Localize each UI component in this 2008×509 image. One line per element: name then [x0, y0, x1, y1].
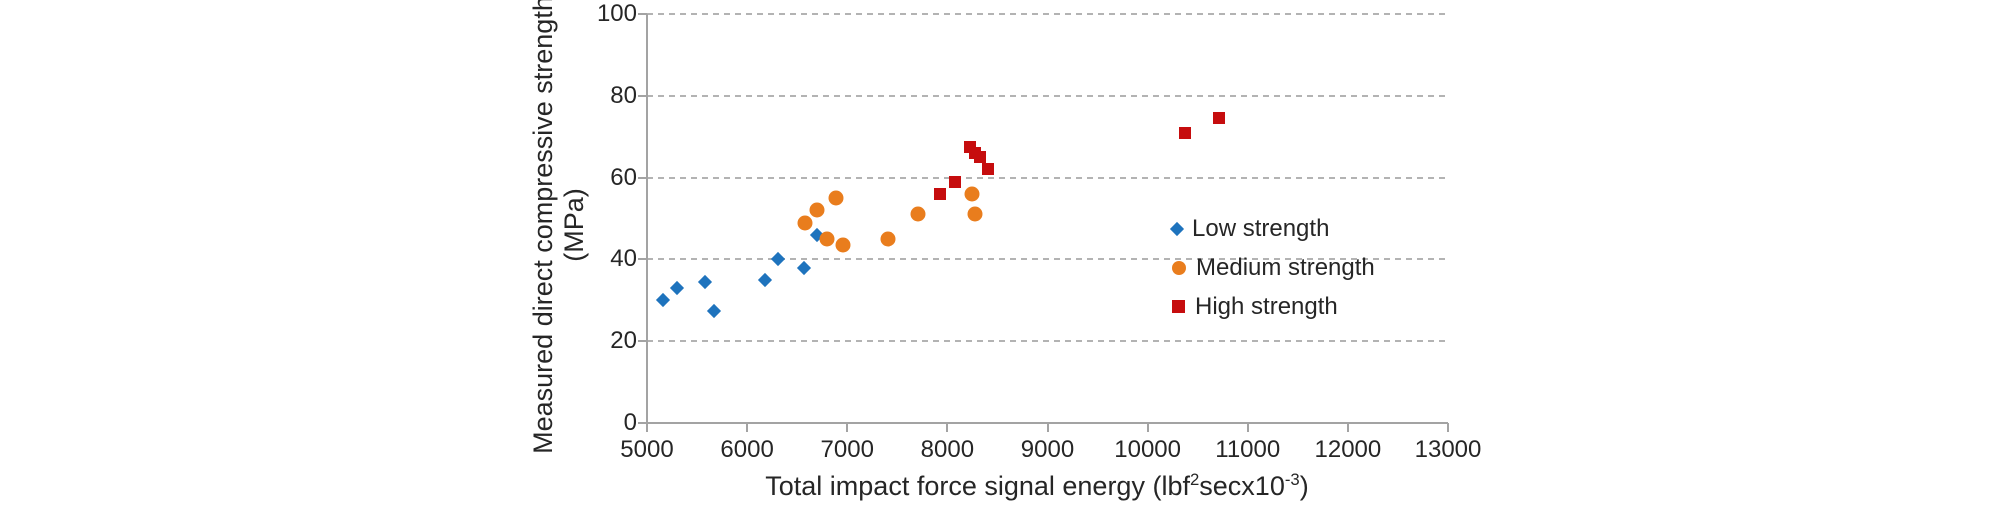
data-point-low-strength [697, 274, 713, 289]
x-tick-label-10000: 10000 [1114, 436, 1181, 463]
data-point-high-strength [974, 151, 987, 164]
x-axis-title-text-mid: secx10 [1199, 471, 1285, 501]
x-axis-title-text: Total impact force signal energy (lbf [765, 471, 1190, 501]
x-tick-label-5000: 5000 [620, 436, 674, 463]
diamond-icon [1169, 221, 1185, 236]
y-axis-line [646, 14, 648, 423]
y-tick-40 [638, 258, 647, 261]
y-tick-label-60: 60 [610, 163, 637, 191]
circle-icon [1172, 260, 1186, 275]
y-tick-label-100: 100 [596, 0, 637, 27]
x-tick-12000 [1346, 423, 1349, 432]
data-point-medium-strength [828, 190, 844, 206]
y-axis-title: Measured direct compressive strength (MP… [528, 0, 590, 460]
data-point-high-strength [982, 163, 995, 176]
gridline-y-80 [647, 94, 1448, 97]
y-tick-label-0: 0 [623, 409, 637, 436]
data-point-high-strength [949, 175, 962, 188]
chart-legend: Low strength Medium strength High strength [1169, 214, 1375, 332]
x-tick-label-6000: 6000 [720, 436, 774, 463]
x-tick-label-8000: 8000 [920, 436, 975, 463]
legend-label-medium-strength: Medium strength [1196, 253, 1375, 281]
y-tick-label-80: 80 [610, 81, 637, 109]
y-tick-100 [638, 13, 647, 15]
x-tick-7000 [846, 423, 849, 432]
x-axis-title-superscript-minus3: -3 [1284, 470, 1300, 489]
data-point-medium-strength [809, 202, 825, 218]
data-point-medium-strength [835, 237, 851, 253]
data-point-high-strength [1179, 126, 1192, 139]
y-tick-label-20: 20 [610, 327, 637, 355]
y-tick-20 [638, 340, 647, 343]
data-point-medium-strength [967, 206, 983, 222]
x-tick-label-7000: 7000 [820, 436, 874, 463]
y-tick-60 [638, 176, 647, 179]
x-tick-10000 [1146, 423, 1149, 432]
gridline-y-60 [647, 176, 1448, 179]
data-point-high-strength [933, 187, 946, 200]
x-tick-9000 [1046, 423, 1049, 432]
y-axis-title-line1: Measured direct compressive strength [528, 0, 558, 454]
data-point-low-strength [796, 260, 811, 275]
gridline-y-20 [647, 340, 1448, 343]
data-point-low-strength [669, 280, 685, 296]
x-tick-label-12000: 12000 [1314, 436, 1382, 463]
legend-label-low-strength: Low strength [1192, 214, 1330, 242]
legend-item-low-strength: Low strength [1169, 214, 1375, 242]
x-tick-label-9000: 9000 [1020, 436, 1075, 463]
x-tick-8000 [946, 423, 949, 432]
gridline-y-40 [647, 258, 1448, 261]
x-tick-6000 [746, 423, 749, 432]
data-point-medium-strength [880, 231, 896, 247]
data-point-medium-strength [964, 186, 980, 202]
x-tick-13000 [1447, 423, 1449, 432]
legend-item-medium-strength: Medium strength [1172, 254, 1375, 281]
y-axis-title-line2: (MPa) [559, 188, 589, 262]
data-point-low-strength [707, 303, 722, 318]
data-point-low-strength [655, 293, 671, 308]
x-axis-title: Total impact force signal energy (lbf2se… [637, 471, 1437, 501]
x-axis-title-superscript-2: 2 [1189, 470, 1200, 489]
legend-item-high-strength: High strength [1172, 293, 1375, 320]
x-tick-5000 [646, 423, 648, 432]
data-point-low-strength [757, 272, 772, 287]
gridline-y-100 [647, 13, 1448, 15]
data-point-low-strength [770, 252, 785, 267]
x-axis-title-text-end: ) [1299, 471, 1309, 501]
data-point-high-strength [1213, 112, 1226, 125]
x-tick-11000 [1246, 423, 1249, 432]
data-point-medium-strength [910, 206, 926, 222]
y-tick-80 [638, 94, 647, 97]
y-tick-label-40: 40 [610, 245, 637, 273]
y-tick-0 [638, 422, 647, 424]
data-point-medium-strength [797, 215, 813, 231]
x-tick-label-13000: 13000 [1414, 436, 1482, 463]
legend-label-high-strength: High strength [1195, 292, 1338, 320]
data-point-medium-strength [819, 231, 835, 247]
square-icon [1172, 300, 1185, 313]
x-tick-label-11000: 11000 [1215, 436, 1281, 463]
